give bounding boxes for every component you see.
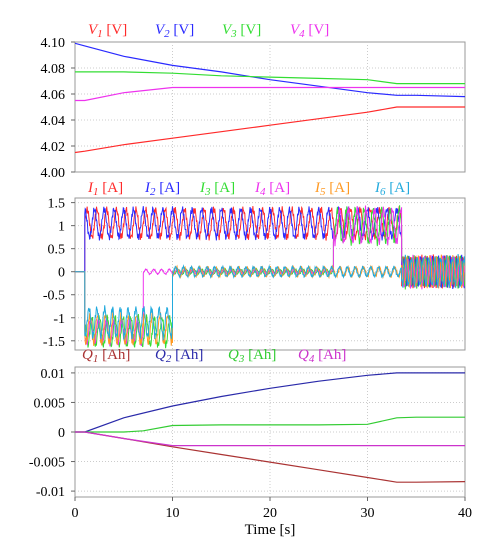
y-tick-label: 4.00 (41, 166, 66, 181)
x-tick-label: 10 (166, 506, 180, 521)
series-group (75, 42, 465, 154)
x-tick-label: 40 (458, 506, 472, 521)
series-line-q2 (75, 372, 465, 433)
legend-entry-i4: I4 [A] (254, 180, 290, 198)
y-tick-label: -1.5 (43, 335, 65, 350)
y-tick-label: 1 (58, 220, 65, 235)
y-tick-label: 0.01 (41, 367, 66, 382)
y-tick-label: -0.01 (36, 485, 65, 500)
legend-entry-v3: V3 [V] (222, 22, 261, 40)
y-tick-label: 0.005 (34, 396, 66, 411)
y-tick-label: 4.04 (41, 114, 66, 129)
legend-entry-v2: V2 [V] (155, 22, 194, 40)
y-tick-label: 1.5 (48, 197, 66, 212)
legend-entry-q2: Q2 [Ah] (155, 347, 203, 365)
series-line-v2 (75, 42, 465, 98)
legend-entry-q3: Q3 [Ah] (228, 347, 276, 365)
x-tick-label: 30 (361, 506, 375, 521)
x-tick-label: 20 (263, 506, 277, 521)
legend-entry-q1: Q1 [Ah] (82, 347, 130, 365)
series-line-q4 (75, 431, 465, 447)
chart-panel-1: 4.10 4.08 4.06 4.04 4.02 4.00 V1 [V] V2 [V] V3 [… (41, 22, 466, 181)
legend-entry-v4: V4 [V] (290, 22, 329, 40)
y-tick-label: 0 (58, 266, 65, 281)
legend-entry-q4: Q4 [Ah] (298, 347, 346, 365)
x-tick-label: 0 (72, 506, 79, 521)
series-group (75, 372, 465, 483)
y-tick-label: 0.5 (48, 243, 66, 258)
series-line-v3 (75, 71, 465, 85)
y-tick-label: 0 (58, 426, 65, 441)
series-group (75, 205, 465, 349)
legend-entry-i1: I1 [A] (87, 180, 123, 198)
legend-entry-i3: I3 [A] (199, 180, 235, 198)
series-line-i6 (75, 253, 465, 341)
y-tick-label: 4.10 (41, 36, 66, 51)
y-tick-label: 4.08 (41, 62, 66, 77)
series-line-q3 (75, 416, 465, 433)
legend-entry-v1: V1 [V] (88, 22, 127, 40)
legend-entry-i5: I5 [A] (314, 180, 350, 198)
chart-panel-3: 0.01 0.005 0 -0.005 -0.01 0 10 20 30 40 Time [s] Q1… (29, 347, 472, 538)
series-line-v1 (75, 106, 465, 154)
chart-panel-2: 1.5 1 0.5 0 -0.5 -1 -1.5 I1 [A] I2 [A] I3 [A] I4 [… (43, 180, 466, 351)
y-tick-label: -0.005 (29, 456, 65, 471)
x-axis-label: Time [s] (245, 522, 296, 538)
y-tick-label: 4.06 (41, 88, 66, 103)
y-tick-label: -1 (53, 312, 65, 327)
legend-entry-i6: I6 [A] (374, 180, 410, 198)
y-tick-label: -0.5 (43, 289, 65, 304)
series-line-i5 (75, 254, 465, 346)
y-tick-label: 4.02 (41, 140, 66, 155)
series-line-v4 (75, 86, 465, 102)
legend-entry-i2: I2 [A] (144, 180, 180, 198)
